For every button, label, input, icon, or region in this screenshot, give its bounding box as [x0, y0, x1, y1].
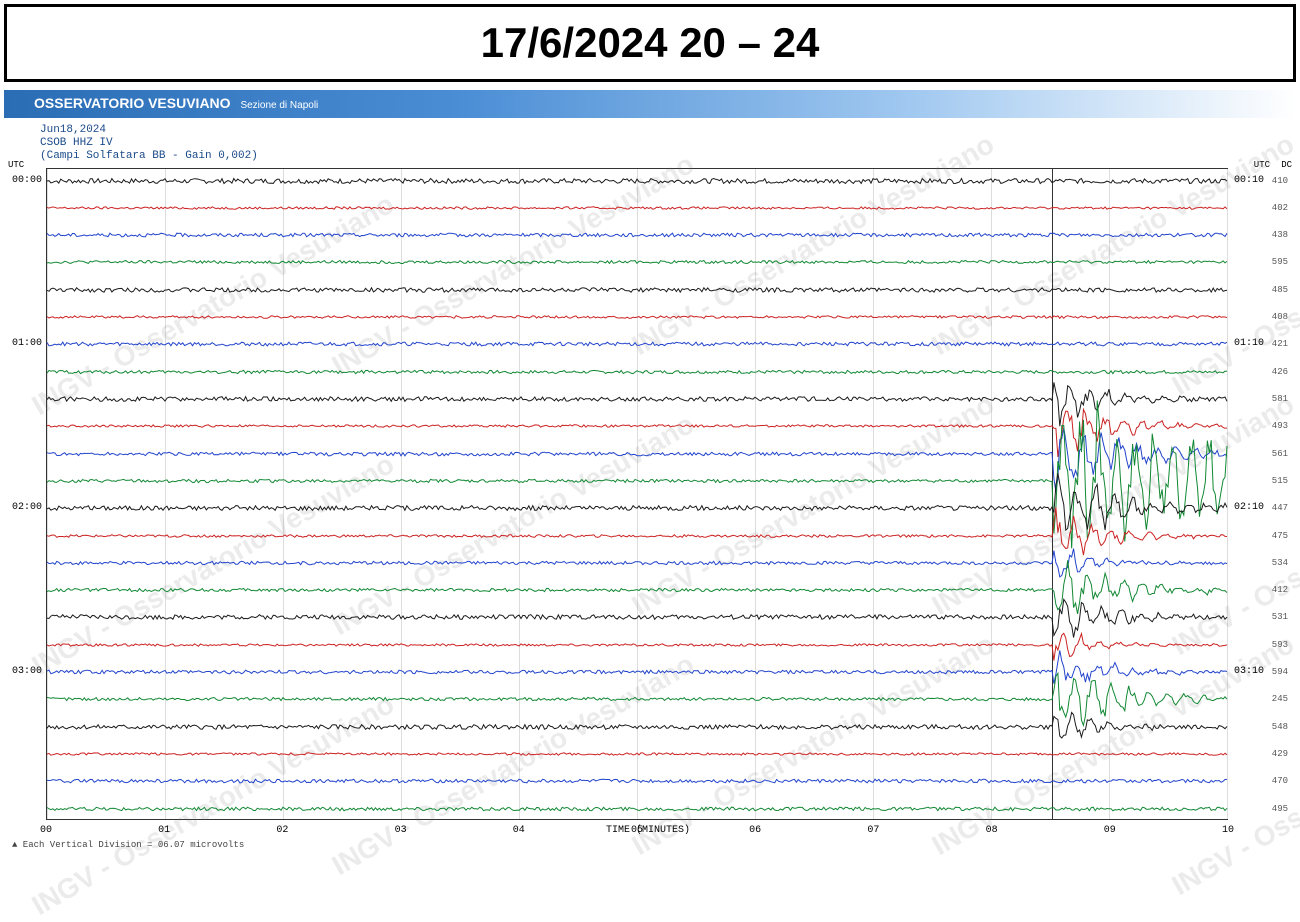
org-sub: Sezione di Napoli	[240, 100, 318, 111]
xtick-label: 09	[1095, 825, 1125, 836]
xtick-label: 03	[386, 825, 416, 836]
title-text: 17/6/2024 20 – 24	[481, 19, 820, 66]
dc-value: 561	[1266, 449, 1288, 459]
time-label-left: 00:00	[8, 175, 42, 186]
time-label-left: 02:00	[8, 502, 42, 513]
dc-value: 412	[1266, 585, 1288, 595]
dc-value: 534	[1266, 558, 1288, 568]
footnote: ▲ Each Vertical Division = 06.07 microvo…	[12, 840, 244, 850]
time-label-right: 03:10	[1234, 666, 1264, 677]
xtick-label: 02	[267, 825, 297, 836]
xtick-label: 07	[858, 825, 888, 836]
gridline	[1227, 169, 1228, 819]
dc-value: 548	[1266, 722, 1288, 732]
dc-value: 438	[1266, 230, 1288, 240]
xtick-label: 05	[622, 825, 652, 836]
time-label-right: 01:10	[1234, 338, 1264, 349]
seismogram-plot: UTC UTC DC INGV - Osservatorio Vesuviano…	[8, 168, 1292, 848]
dc-value: 470	[1266, 776, 1288, 786]
dc-value: 408	[1266, 312, 1288, 322]
dc-value: 410	[1266, 176, 1288, 186]
dc-value: 421	[1266, 339, 1288, 349]
trace-area: INGV - Osservatorio VesuvianoINGV - Osse…	[46, 168, 1228, 820]
dc-value: 485	[1266, 285, 1288, 295]
xtick-label: 01	[149, 825, 179, 836]
dc-value: 429	[1266, 749, 1288, 759]
dc-value: 595	[1266, 257, 1288, 267]
xtick-label: 04	[504, 825, 534, 836]
xtick-label: 08	[977, 825, 1007, 836]
time-label-left: 03:00	[8, 666, 42, 677]
dc-value: 531	[1266, 612, 1288, 622]
title-bar: 17/6/2024 20 – 24	[4, 4, 1296, 82]
xtick-label: 00	[31, 825, 61, 836]
dc-value: 426	[1266, 367, 1288, 377]
dc-value: 493	[1266, 421, 1288, 431]
org-bar: OSSERVATORIO VESUVIANO Sezione di Napoli	[4, 90, 1296, 118]
time-label-right: 02:10	[1234, 502, 1264, 513]
dc-value: 581	[1266, 394, 1288, 404]
dc-value: 594	[1266, 667, 1288, 677]
dc-value: 593	[1266, 640, 1288, 650]
dc-value: 447	[1266, 503, 1288, 513]
xtick-label: 06	[740, 825, 770, 836]
dc-value: 245	[1266, 694, 1288, 704]
seismic-trace	[47, 809, 1227, 810]
org-name: OSSERVATORIO VESUVIANO	[34, 95, 231, 111]
dc-value: 495	[1266, 804, 1288, 814]
time-label-right: 00:10	[1234, 175, 1264, 186]
dc-value: 475	[1266, 531, 1288, 541]
time-label-left: 01:00	[8, 338, 42, 349]
dc-value: 402	[1266, 203, 1288, 213]
dc-value: 515	[1266, 476, 1288, 486]
xtick-label: 10	[1213, 825, 1243, 836]
